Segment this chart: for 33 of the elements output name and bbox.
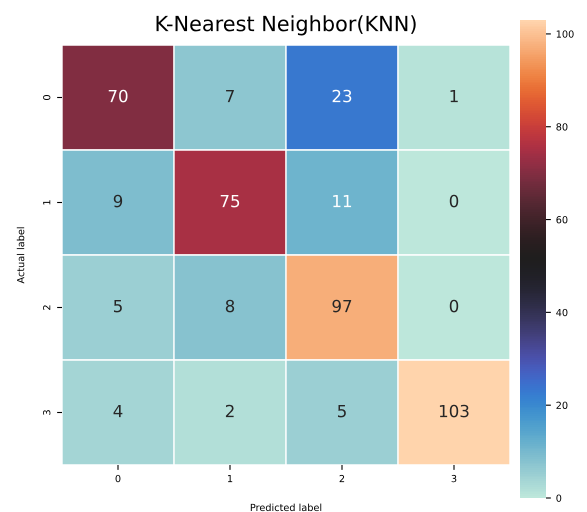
data-label: 7 [226,90,234,102]
color-bar-label: 100 [556,30,574,38]
y-axis-title: Actual label [16,227,24,284]
data-label: 0 [450,194,458,208]
y-tick-label: 0 [43,95,50,100]
data-label: 9 [114,194,122,208]
data-label: 103 [440,404,469,418]
x-tick-label: 2 [340,474,344,482]
data-label: 75 [220,194,240,208]
color-bar-label: 40 [556,308,568,316]
color-bar-label: 0 [556,494,562,502]
data-label: 2 [226,404,234,418]
data-label: 8 [226,300,234,312]
data-label: 5 [338,404,346,418]
data-label: 4 [114,404,122,418]
y-tick-label: 3 [43,410,50,415]
y-tick-label: 1 [43,200,50,205]
data-label: 97 [332,300,352,312]
color-bar-label: 80 [556,123,568,131]
x-tick-label: 1 [228,475,232,482]
x-tick-label: 3 [452,474,456,482]
x-axis-title: Predicted label [250,504,322,512]
color-bar-label: 20 [556,402,568,410]
data-label: 70 [108,90,128,102]
data-label: 1 [450,90,458,102]
color-bar-label: 60 [556,216,568,224]
data-label: 11 [333,194,352,208]
chart-title: K-Nearest Neighbor(KNN) [156,15,416,36]
data-label: 5 [114,300,122,312]
data-label: 0 [450,300,458,312]
x-tick-label: 0 [116,474,120,482]
y-tick-label: 2 [43,305,50,310]
data-label: 23 [332,90,352,102]
